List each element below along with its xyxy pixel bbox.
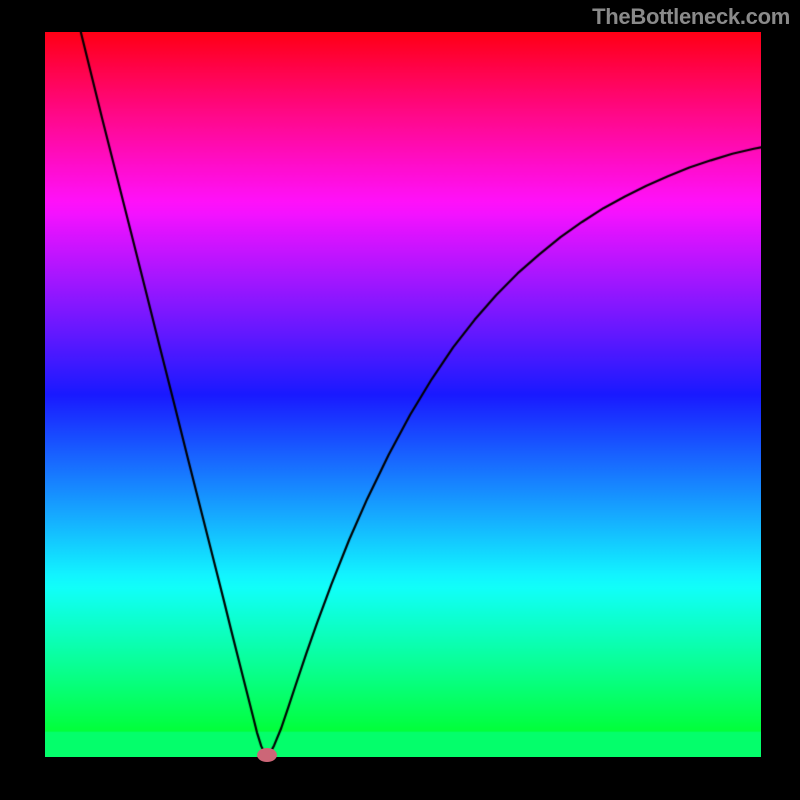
optimum-marker: [257, 748, 277, 762]
plot-area: [45, 32, 761, 757]
watermark-text: TheBottleneck.com: [592, 4, 790, 30]
chart-frame: TheBottleneck.com: [0, 0, 800, 800]
bottleneck-curve: [45, 32, 761, 757]
